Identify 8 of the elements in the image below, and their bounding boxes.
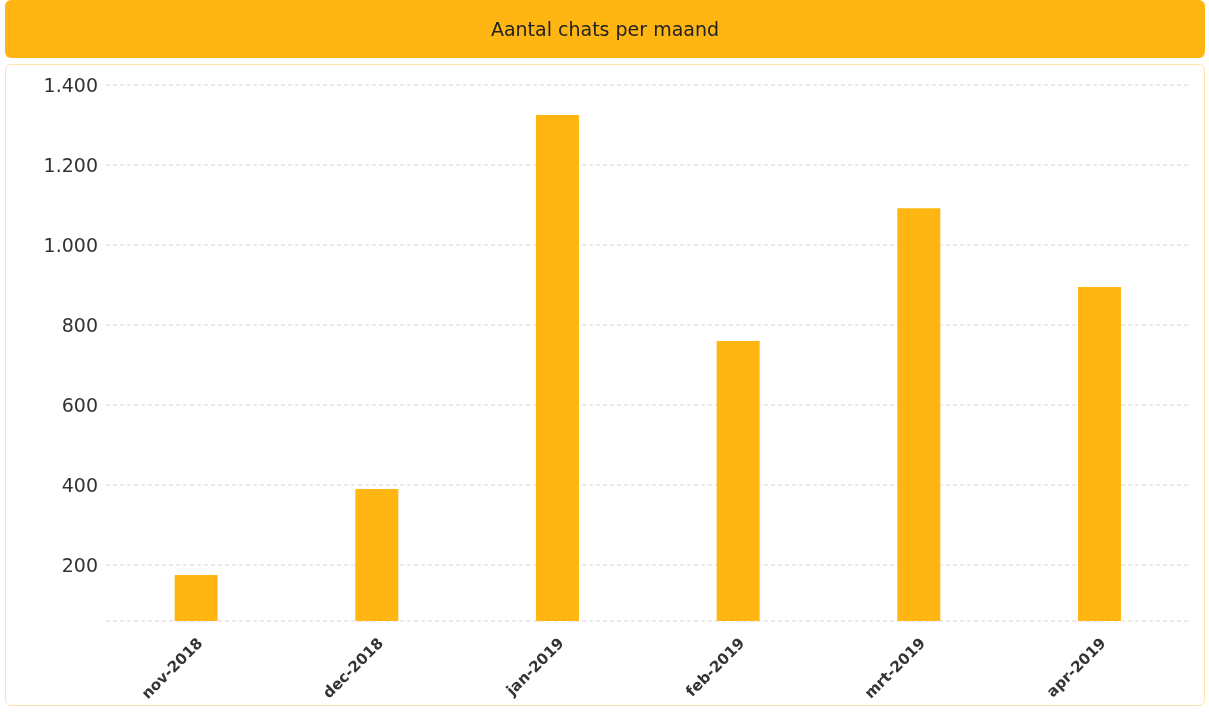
y-tick-label: 1.200 (43, 153, 98, 176)
y-tick-label: 200 (61, 553, 98, 576)
y-tick-label: 800 (61, 313, 98, 336)
chart-title: Aantal chats per maand (5, 0, 1205, 58)
y-tick-label: 400 (61, 473, 98, 496)
y-tick-label: 600 (61, 393, 98, 416)
y-tick-label: 1.400 (43, 73, 98, 96)
y-tick-label: 1.000 (43, 233, 98, 256)
